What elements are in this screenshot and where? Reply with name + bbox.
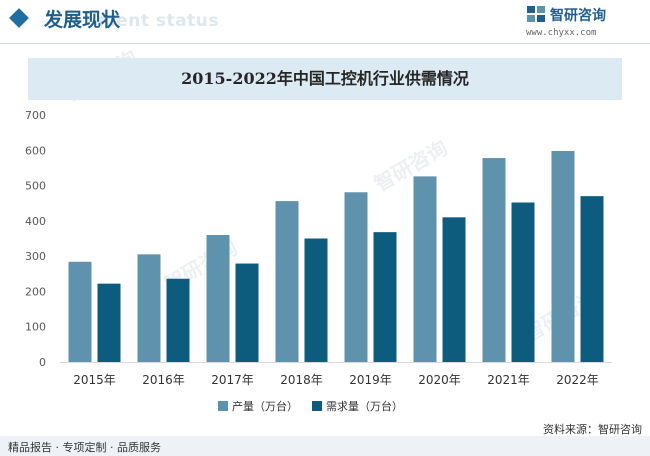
x-tick-label: 2017年 (211, 373, 254, 387)
bar-production (275, 201, 299, 362)
bar-production (206, 234, 230, 362)
x-tick-label: 2021年 (487, 373, 530, 387)
legend-label-production: 产量（万台） (232, 399, 298, 413)
y-tick-label: 300 (25, 250, 46, 263)
y-tick-label: 400 (25, 215, 46, 228)
header-divider (0, 43, 650, 44)
x-tick-label: 2015年 (73, 373, 116, 387)
logo-url: www.chyxx.com (526, 28, 597, 38)
x-tick-label: 2018年 (280, 373, 323, 387)
section-title: 发展现状 (44, 9, 121, 31)
source-note: 资料来源：智研咨询 (543, 423, 642, 436)
bar-demand (97, 283, 121, 362)
logo-text: 智研咨询 (550, 8, 606, 24)
y-tick-label: 500 (25, 180, 46, 193)
chart-title: 2015-2022年中国工控机行业供需情况 (181, 69, 469, 88)
bar-production (137, 254, 161, 362)
bar-demand (304, 238, 328, 362)
logo-mark-icon (527, 6, 545, 22)
x-tick-label: 2019年 (349, 373, 392, 387)
bar-production (413, 176, 437, 362)
bar-demand (511, 202, 535, 362)
chart-title-banner: 2015-2022年中国工控机行业供需情况 (28, 58, 622, 100)
x-tick-label: 2020年 (418, 373, 461, 387)
y-tick-label: 100 (25, 321, 46, 334)
bar-production (68, 261, 92, 362)
brand-logo: 智研咨询 www.chyxx.com (526, 4, 636, 40)
bar-production (482, 158, 506, 362)
x-tick-label: 2022年 (556, 373, 599, 387)
legend-swatch-demand (312, 401, 322, 411)
y-tick-label: 700 (25, 109, 46, 122)
bar-production (551, 150, 575, 362)
footer-slogan: 精品报告 · 专项定制 · 品质服务 (8, 441, 161, 454)
bar-demand (580, 196, 604, 362)
y-tick-label: 200 (25, 285, 46, 298)
bar-production (344, 192, 368, 362)
y-tick-label: 0 (39, 356, 46, 369)
y-tick-label: 600 (25, 144, 46, 157)
legend-label-demand: 需求量（万台） (326, 399, 403, 413)
bar-demand (373, 232, 397, 362)
header-ghost-text: ment status (98, 11, 219, 31)
bar-demand (442, 217, 466, 362)
section-header: ment status 发展现状 智研咨询 www.chyxx.com (0, 0, 650, 42)
bar-chart: 0 100 200 300 400 500 600 700 2015年 2016年 2017年 201… (25, 109, 612, 413)
bar-demand (235, 263, 259, 362)
diamond-icon (9, 8, 29, 28)
footer-bar: 精品报告 · 专项定制 · 品质服务 (0, 436, 650, 456)
x-tick-label: 2016年 (142, 373, 185, 387)
legend-swatch-production (218, 401, 228, 411)
bar-demand (166, 278, 190, 362)
